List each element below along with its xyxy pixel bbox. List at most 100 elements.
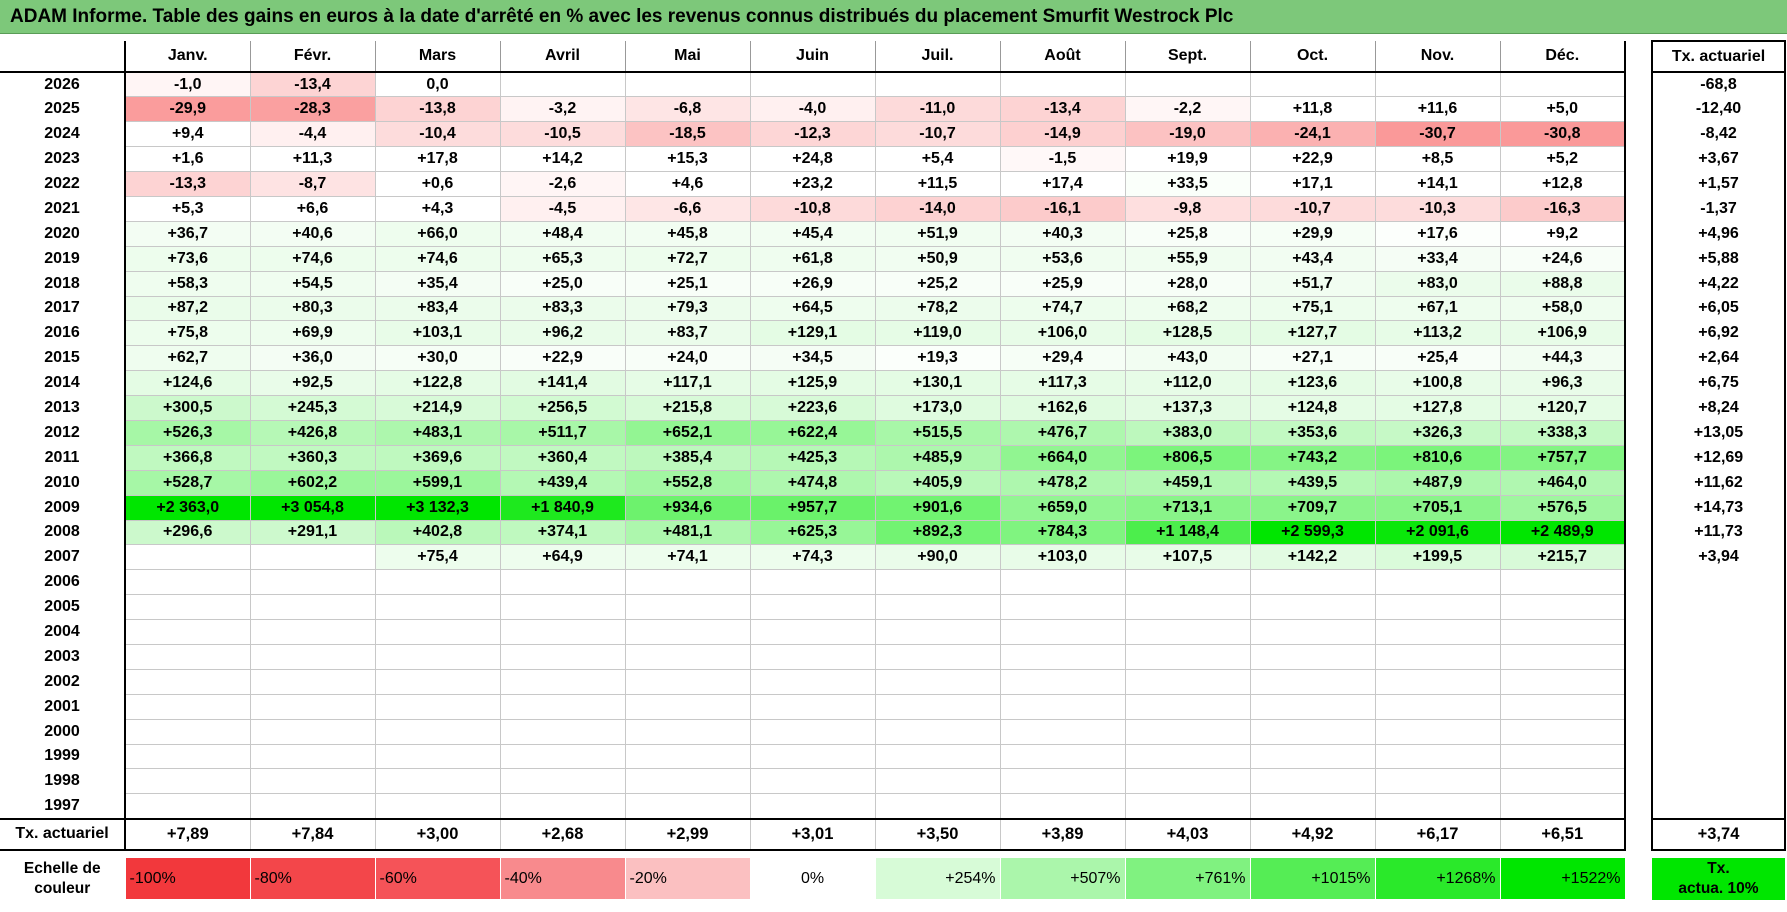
year-label: 2021	[44, 199, 80, 217]
gain-cell: +622,4	[749, 419, 876, 446]
column-gap	[1625, 420, 1652, 445]
gain-cell: +9,2	[1499, 220, 1626, 247]
tx-actuariel-cell: +6,92	[1651, 320, 1786, 346]
gain-cell	[374, 743, 501, 770]
column-gap	[1625, 147, 1652, 172]
tx-actuariel-cell: +5,88	[1651, 246, 1786, 272]
gain-cell: +713,1	[1124, 494, 1251, 521]
column-gap	[1625, 41, 1652, 72]
gain-cell: +22,9	[499, 345, 626, 372]
year-label: 2019	[44, 249, 80, 267]
gain-cell: +112,0	[1124, 370, 1251, 397]
column-gap	[1625, 445, 1652, 470]
tx-actuariel-cell	[1651, 644, 1786, 670]
tx-actuariel-cell: +13,05	[1651, 420, 1786, 446]
table-row: 2026 -1,0 -13,4 0,0 -68,8	[0, 71, 1786, 98]
gain-cell: +48,4	[499, 220, 626, 247]
gain-cell	[124, 619, 251, 645]
gain-cell	[124, 594, 251, 621]
total-cell: +2,68	[499, 818, 626, 851]
gain-cell: +33,4	[1374, 245, 1501, 272]
gain-cell	[249, 569, 376, 596]
gain-cell	[249, 793, 376, 820]
gain-cell: +53,6	[999, 245, 1126, 272]
gain-cell: +426,8	[249, 419, 376, 446]
gain-cell: +66,0	[374, 220, 501, 247]
tx-actuariel-cell: -68,8	[1651, 72, 1786, 97]
gain-cell: +25,2	[874, 270, 1001, 297]
gain-cell: +659,0	[999, 494, 1126, 521]
gain-cell: -9,8	[1124, 195, 1251, 222]
gain-cell: +43,0	[1124, 345, 1251, 372]
table-row: 1997	[0, 793, 1786, 820]
gain-cell	[1374, 619, 1501, 645]
tx-actuariel-cell	[1651, 793, 1786, 820]
tx-actuariel-cell: +3,67	[1651, 146, 1786, 172]
gain-cell: +123,6	[1249, 370, 1376, 397]
gain-cell	[1499, 793, 1626, 820]
gain-cell: +353,6	[1249, 419, 1376, 446]
gain-cell: +528,7	[124, 469, 251, 496]
gain-cell	[499, 668, 626, 695]
spacer	[0, 850, 1785, 858]
gain-cell: +45,4	[749, 220, 876, 247]
gain-cell: +130,1	[874, 370, 1001, 397]
gain-cell: +28,0	[1124, 270, 1251, 297]
gain-cell: +5,2	[1499, 146, 1626, 173]
gain-cell	[499, 594, 626, 621]
month-header: Avril	[499, 41, 625, 73]
gain-cell: +526,3	[124, 419, 251, 446]
tx-actuariel-cell: +11,73	[1651, 520, 1786, 545]
column-gap	[1625, 620, 1652, 645]
gain-cell: +74,6	[249, 245, 376, 272]
gain-cell	[999, 668, 1126, 695]
gain-cell	[874, 668, 1001, 695]
gain-cell: +34,5	[749, 345, 876, 372]
gain-cell: +25,8	[1124, 220, 1251, 247]
column-gap	[1625, 72, 1652, 97]
gain-cell	[624, 569, 751, 596]
color-scale-swatch: -40%	[499, 857, 626, 901]
color-scale-swatch: -100%	[124, 857, 251, 901]
column-gap	[1625, 172, 1652, 197]
tx-actuariel-cell	[1651, 719, 1786, 745]
gain-cell	[499, 569, 626, 596]
year-label: 2004	[44, 623, 80, 641]
gain-cell	[249, 643, 376, 670]
gain-cell	[249, 693, 376, 720]
gain-cell: +50,9	[874, 245, 1001, 272]
gain-cell: -19,0	[1124, 121, 1251, 148]
gain-cell: -13,4	[249, 71, 376, 98]
table-row: 2006	[0, 569, 1786, 596]
gain-cell: +162,6	[999, 395, 1126, 421]
gain-cell: +664,0	[999, 444, 1126, 471]
gain-cell	[874, 718, 1001, 745]
gain-cell	[874, 693, 1001, 720]
gain-cell	[874, 594, 1001, 621]
table-row: 2022 -13,3 -8,7 +0,6 -2,6 +4,6 +23,2 +11,5 +17,4…	[0, 171, 1786, 197]
month-header: Juin	[749, 41, 875, 73]
column-gap	[1625, 595, 1652, 620]
table-row: 2011 +366,8 +360,3 +369,6 +360,4 +385,4 +425,3…	[0, 444, 1786, 471]
year-label: 1999	[44, 747, 80, 765]
gain-cell	[499, 768, 626, 795]
gain-cell: -10,5	[499, 121, 626, 148]
gain-cell: +64,5	[749, 295, 876, 322]
gain-cell: +55,9	[1124, 245, 1251, 272]
tx-actuariel-cell	[1651, 669, 1786, 695]
gain-cell	[499, 643, 626, 670]
gain-cell: +402,8	[374, 519, 501, 546]
month-header: Juil.	[874, 41, 1000, 73]
gain-cell	[1124, 594, 1251, 621]
gain-cell	[624, 693, 751, 720]
color-scale-swatch: -60%	[374, 857, 501, 901]
table-row: 2000	[0, 718, 1786, 745]
tx-actuariel-cell: +8,24	[1651, 395, 1786, 421]
column-gap	[1625, 371, 1652, 396]
gain-cell	[1124, 693, 1251, 720]
gain-cell: +119,0	[874, 320, 1001, 347]
gain-cell: +173,0	[874, 395, 1001, 421]
gain-cell: +83,0	[1374, 270, 1501, 297]
gain-cell: -10,7	[1249, 195, 1376, 222]
gain-cell	[124, 544, 251, 571]
